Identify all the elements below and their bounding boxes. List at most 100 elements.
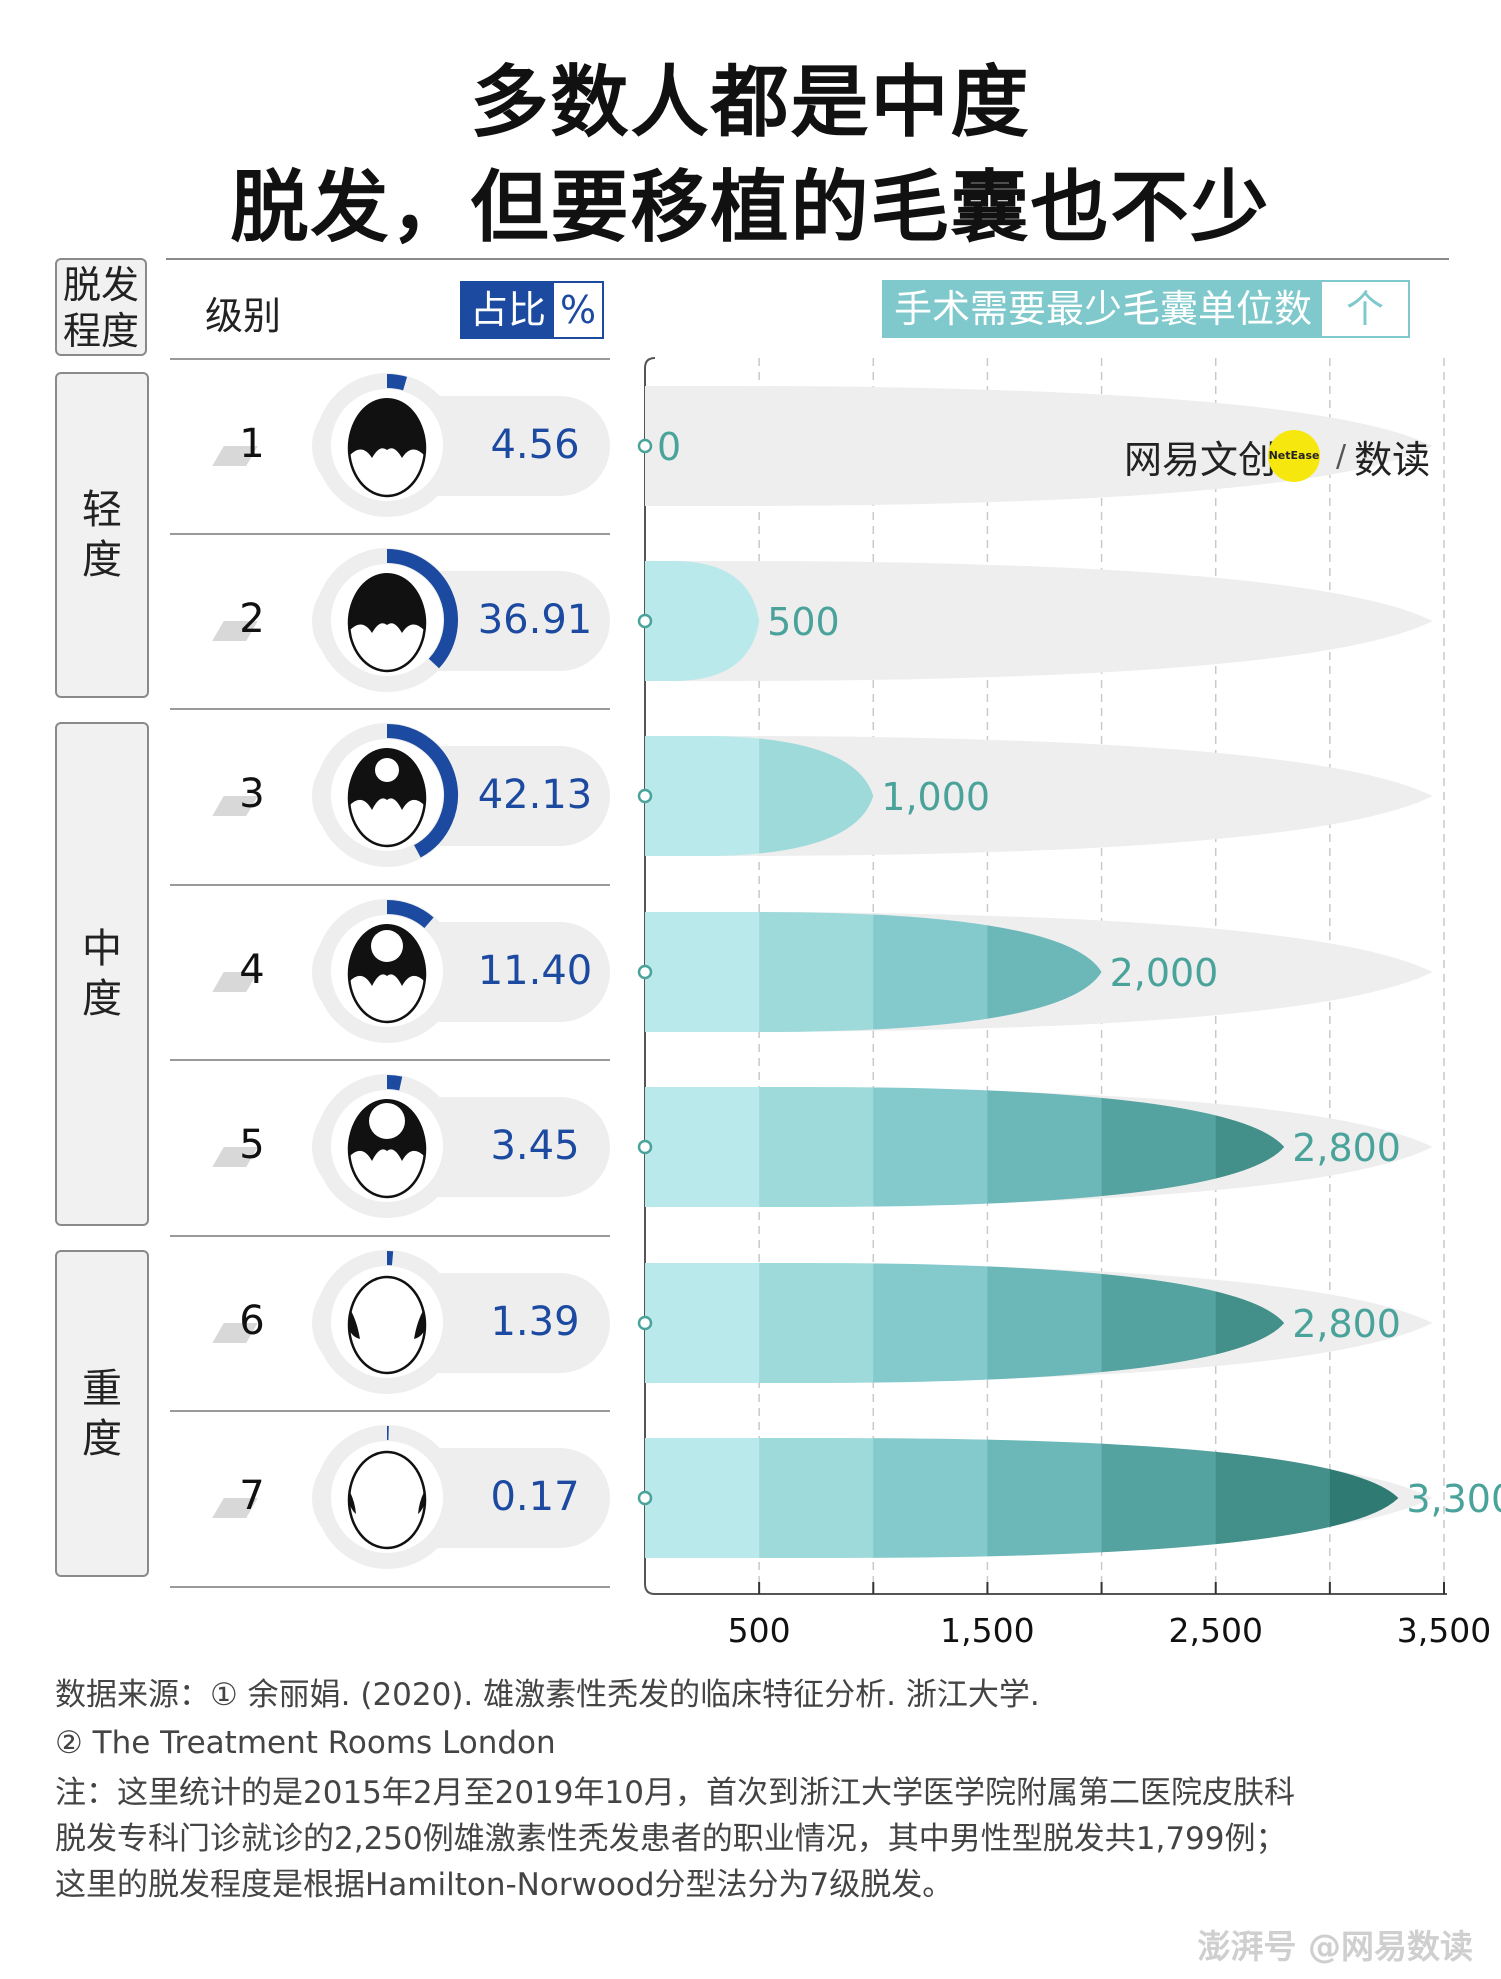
bar-segment — [759, 912, 875, 1032]
origin-marker — [637, 1315, 653, 1331]
hair-icon — [349, 1492, 356, 1514]
bar-segment — [645, 1263, 761, 1383]
value-label: 2,800 — [1292, 1302, 1401, 1346]
origin-marker — [637, 1490, 653, 1506]
row-rule — [170, 1586, 610, 1588]
value-label: 1,000 — [881, 775, 990, 819]
value-bar — [645, 1438, 1399, 1558]
row-rule — [170, 1235, 610, 1237]
level-number: 5 — [232, 1121, 272, 1169]
bar-segment — [873, 1438, 989, 1558]
row-rule — [170, 358, 610, 360]
table-row: 4 11.40 — [170, 884, 610, 1059]
hair-icon — [349, 573, 425, 633]
track-shape — [645, 1438, 1433, 1558]
group-moderate-label: 中度 — [82, 926, 122, 1022]
note-line-2: 脱发专科门诊就诊的2,250例雄激素性秃发患者的职业情况，其中男性型脱发共1,7… — [55, 1821, 1287, 1857]
bar-segment — [987, 912, 1102, 1032]
value-label: 0 — [657, 425, 681, 469]
logo-brand: 网易文创 — [1124, 437, 1277, 482]
bar-segment — [759, 1438, 875, 1558]
bar-segment — [1101, 1087, 1217, 1207]
bar-segment — [1102, 561, 1217, 681]
share-arc — [386, 549, 458, 669]
group-severe: 重度 — [55, 1250, 149, 1577]
bar-segment — [873, 1087, 989, 1207]
x-tick-label: 1,500 — [940, 1611, 1034, 1650]
value-label: 3,300 — [1406, 1477, 1501, 1521]
row-rule — [170, 533, 610, 535]
row-rule — [170, 1059, 610, 1061]
table-row: 7 0.17 — [170, 1410, 610, 1585]
brand-logo: 网易文创 NetEase / 数读 — [1124, 428, 1430, 484]
pct-value: 0.17 — [490, 1474, 580, 1520]
bar-segment — [645, 1438, 761, 1558]
page-title-line2: 脱发，但要移植的毛囊也不少 — [230, 163, 1271, 253]
origin-marker — [637, 788, 653, 804]
bar-segment — [759, 1263, 875, 1383]
bar-segment — [1102, 736, 1217, 856]
value-bar — [645, 912, 1102, 1032]
group-mild-label: 轻度 — [82, 487, 122, 583]
pct-value: 3.45 — [490, 1123, 580, 1169]
bar-segment — [1330, 1087, 1445, 1207]
follicle-header-unit: 个 — [1322, 282, 1409, 336]
source-line-1: 数据来源：① 余丽娟. (2020). 雄激素性秃发的临床特征分析. 浙江大学. — [55, 1677, 1040, 1713]
table-row: 2 36.91 — [170, 533, 610, 708]
bar-segment — [759, 1087, 875, 1207]
degree-header-text: 脱发 程度 — [62, 263, 139, 353]
table-row: 5 3.45 — [170, 1059, 610, 1234]
level-header: 级别 — [205, 294, 282, 338]
bar-segment — [987, 1438, 1103, 1558]
logo-badge: NetEase — [1268, 430, 1321, 482]
head-icon — [347, 1275, 427, 1375]
bar-segment — [1330, 736, 1445, 856]
bar-segment — [1215, 1263, 1285, 1383]
pct-value: 11.40 — [477, 948, 593, 994]
track-shape — [645, 1087, 1433, 1207]
bar-segment — [1215, 1438, 1331, 1558]
follicle-header-label: 手术需要最少毛囊单位数 — [884, 282, 1323, 336]
value-bar — [645, 736, 1445, 856]
origin-marker — [637, 964, 653, 980]
bar-segment — [1330, 1263, 1445, 1383]
table-row: 1 4.56 — [170, 358, 610, 533]
page-title-line1: 多数人都是中度 — [470, 58, 1031, 148]
value-label: 2,000 — [1110, 951, 1219, 995]
bar-segment — [1329, 1438, 1399, 1558]
note-line-3: 这里的脱发程度是根据Hamilton-Norwood分型法分为7级脱发。 — [55, 1867, 954, 1903]
group-moderate: 中度 — [55, 722, 149, 1226]
hair-loss-ring — [315, 1074, 459, 1218]
hair-icon — [414, 1309, 425, 1339]
origin-marker — [637, 438, 653, 454]
header-top-rule — [166, 258, 1449, 260]
hair-icon — [349, 1309, 360, 1339]
bar-segment — [873, 561, 988, 681]
bar-segment — [1215, 1087, 1285, 1207]
bar-segment — [1216, 736, 1331, 856]
source-line-2: ② The Treatment Rooms London — [55, 1725, 556, 1761]
hair-icon — [349, 398, 425, 458]
value-bar — [645, 1263, 1445, 1383]
share-arc — [386, 1075, 403, 1091]
bar-segment — [987, 1087, 1103, 1207]
track-shape — [645, 1263, 1433, 1383]
x-tick-label: 2,500 — [1168, 1611, 1262, 1650]
level-number: 6 — [232, 1297, 272, 1345]
hair-icon — [418, 1492, 425, 1514]
value-label: 500 — [767, 600, 840, 644]
table-row: 6 1.39 — [170, 1235, 610, 1410]
pct-header: 占比 % — [460, 281, 605, 339]
pct-value: 4.56 — [490, 422, 580, 468]
chart-axis — [644, 357, 1447, 1595]
group-mild: 轻度 — [55, 372, 149, 698]
note-line-1: 注：这里统计的是2015年2月至2019年10月，首次到浙江大学医学院附属第二医… — [55, 1775, 1295, 1811]
level-number: 2 — [232, 595, 272, 643]
x-tick-label: 500 — [728, 1611, 791, 1650]
track-shape — [645, 561, 1433, 681]
bar-segment — [1101, 1438, 1217, 1558]
bar-segment — [873, 1263, 989, 1383]
pct-header-unit: % — [554, 283, 603, 337]
logo-slash-icon: / — [1336, 438, 1347, 474]
pct-header-label: 占比 — [462, 283, 555, 337]
